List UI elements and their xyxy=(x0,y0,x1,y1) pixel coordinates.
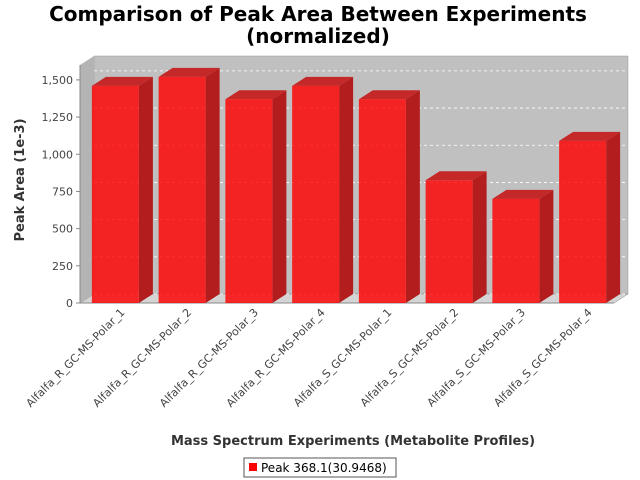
y-axis-label: Peak Area (1e-3) xyxy=(13,118,28,241)
y-tick-label: 1,000 xyxy=(42,148,74,161)
bar xyxy=(292,76,354,303)
bar-side xyxy=(405,90,420,304)
bar-top xyxy=(225,90,287,100)
bar-top xyxy=(425,171,487,181)
y-tick-label: 0 xyxy=(66,297,73,310)
bar xyxy=(425,171,487,303)
bar-front xyxy=(158,76,206,304)
bar-front xyxy=(225,99,273,304)
bar-top xyxy=(158,67,220,77)
bar-side xyxy=(339,76,354,303)
y-tick-label: 1,250 xyxy=(42,111,74,124)
y-tick-label: 750 xyxy=(52,185,73,198)
bar-front xyxy=(559,140,607,303)
bar-side xyxy=(272,90,287,304)
bar-side xyxy=(205,67,220,304)
chart-title-line-2: (normalized) xyxy=(246,24,390,48)
bar xyxy=(492,189,554,303)
legend: Peak 368.1(30.9468) xyxy=(243,457,397,478)
bar-front xyxy=(292,85,340,303)
bar-top xyxy=(559,131,621,141)
bar xyxy=(358,90,420,304)
plot-side-wall xyxy=(80,56,94,303)
bar xyxy=(158,67,220,304)
bar-front xyxy=(358,99,406,304)
bar-side xyxy=(539,189,554,303)
y-tick-label: 1,500 xyxy=(42,74,74,87)
bar-front xyxy=(492,198,540,303)
bar xyxy=(91,76,153,303)
bar-top xyxy=(492,189,554,199)
legend-box xyxy=(243,457,397,478)
legend-swatch xyxy=(249,463,257,471)
bar-top xyxy=(91,76,153,86)
x-tick-labels: Alfalfa_R_GC-MS-Polar_1Alfalfa_R_GC-MS-P… xyxy=(24,306,595,410)
bar-series xyxy=(91,67,621,304)
bar-top xyxy=(292,76,354,86)
x-axis-label: Mass Spectrum Experiments (Metabolite Pr… xyxy=(171,434,535,449)
chart-title-line-1: Comparison of Peak Area Between Experime… xyxy=(49,2,587,26)
bar xyxy=(559,131,621,303)
bar-side xyxy=(606,131,621,303)
y-tick-label: 250 xyxy=(52,260,73,273)
bar-side xyxy=(472,171,487,303)
bar-side xyxy=(138,76,153,303)
bar-front xyxy=(91,85,139,303)
bar-top xyxy=(358,90,420,100)
bar-front xyxy=(425,180,473,303)
bar xyxy=(225,90,287,304)
legend-label: Peak 368.1(30.9468) xyxy=(261,461,387,475)
y-tick-labels: 0 250 500 750 1,000 1,250 1,500 xyxy=(42,74,80,310)
y-tick-label: 500 xyxy=(52,223,73,236)
